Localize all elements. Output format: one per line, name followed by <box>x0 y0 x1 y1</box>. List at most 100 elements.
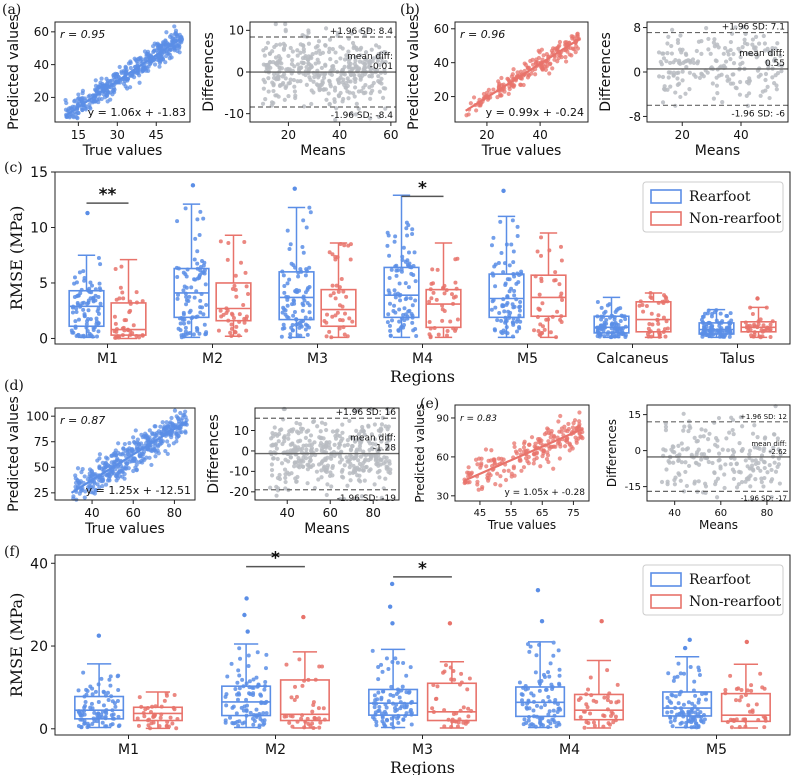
jitter-point <box>493 305 498 310</box>
jitter-point <box>702 717 707 722</box>
jitter-point <box>442 291 447 296</box>
jitter-point <box>79 725 84 730</box>
jitter-point <box>195 261 200 266</box>
scatter-point <box>328 57 333 62</box>
scatter-point <box>684 483 689 489</box>
scatter-point <box>95 458 100 463</box>
scatter-point <box>351 463 356 469</box>
jitter-point <box>586 687 591 692</box>
scatter-point <box>731 61 737 66</box>
scatter-point <box>558 413 563 419</box>
scatter-point <box>169 33 174 38</box>
jitter-point <box>388 301 393 306</box>
jitter-point <box>678 721 683 726</box>
scatter-point <box>382 67 387 73</box>
scatter-point <box>155 57 160 62</box>
scatter-point <box>526 461 531 466</box>
scatter-point <box>668 70 673 75</box>
scatter-point <box>497 81 502 86</box>
scatter-point <box>132 456 137 461</box>
scatter-point <box>316 462 322 467</box>
scatter-point <box>704 26 709 31</box>
jitter-point <box>429 296 434 301</box>
scatter-point <box>353 58 358 63</box>
scatter-point <box>122 441 127 447</box>
jitter-point <box>149 721 154 726</box>
scatter-point <box>164 420 169 425</box>
jitter-point <box>591 720 596 725</box>
jitter-point <box>285 314 290 319</box>
scatter-point <box>329 484 334 489</box>
jitter-point <box>98 301 103 306</box>
jitter-point <box>592 723 597 728</box>
scatter-point <box>369 47 374 52</box>
scatter-point <box>718 466 723 471</box>
outlier-point <box>190 183 196 188</box>
scatter-point <box>122 476 127 481</box>
scatter-point <box>697 75 703 81</box>
scatter-point <box>164 50 170 55</box>
y-axis-label: Predicted values <box>406 14 422 130</box>
scatter-point <box>337 434 342 439</box>
scatter-point <box>731 81 736 86</box>
scatter-point <box>745 476 750 481</box>
jitter-point <box>598 332 603 337</box>
jitter-point <box>512 293 517 298</box>
x-tick-label: 65 <box>536 508 549 519</box>
scatter-point <box>770 75 775 80</box>
scatter-point <box>298 426 304 431</box>
jitter-point <box>279 334 284 339</box>
y-tick-label: 40 <box>34 58 49 72</box>
correlation-text: r = 0.95 <box>60 28 105 41</box>
regression-line <box>465 37 581 112</box>
jitter-point <box>78 712 83 717</box>
jitter-point <box>330 283 335 288</box>
jitter-point <box>229 311 234 316</box>
jitter-point <box>517 313 522 318</box>
legend-swatch <box>650 572 682 587</box>
scatter-point <box>544 64 550 69</box>
x-axis-label: Means <box>304 521 349 537</box>
jitter-point <box>393 234 398 239</box>
scatter-point <box>169 432 174 437</box>
scatter-point <box>755 435 760 440</box>
scatter-point <box>563 55 568 60</box>
scatter-point <box>513 449 519 454</box>
scatter-point <box>276 76 281 82</box>
scatter-point <box>776 447 781 452</box>
jitter-point <box>605 668 610 673</box>
scatter-point <box>131 468 136 474</box>
jitter-point <box>263 666 268 671</box>
jitter-point <box>330 252 335 257</box>
jitter-point <box>404 705 409 710</box>
jitter-point <box>243 270 248 275</box>
jitter-point <box>85 301 90 306</box>
scatter-point <box>379 439 384 444</box>
scatter-point <box>753 34 759 40</box>
scatter-point <box>521 449 527 454</box>
scatter-point <box>371 56 376 61</box>
scatter-point <box>355 473 360 478</box>
scatter-point <box>342 443 347 448</box>
scatter-point <box>540 67 545 72</box>
scatter-point <box>701 434 706 439</box>
scatter-point <box>664 467 669 472</box>
data-points <box>268 406 393 502</box>
scatter-point <box>332 442 337 448</box>
jitter-point <box>255 650 260 655</box>
scatter-point <box>115 456 120 461</box>
scatter-point <box>82 495 87 500</box>
jitter-point <box>443 663 448 668</box>
jitter-point <box>282 283 287 288</box>
scatter-point <box>321 75 327 80</box>
jitter-point <box>292 309 297 314</box>
scatter-point <box>289 61 295 67</box>
jitter-point <box>342 332 347 337</box>
jitter-point <box>229 661 234 666</box>
scatter-point <box>152 62 158 67</box>
scatter-point <box>687 87 692 92</box>
scatter-point <box>306 54 311 59</box>
jitter-point <box>413 279 418 284</box>
